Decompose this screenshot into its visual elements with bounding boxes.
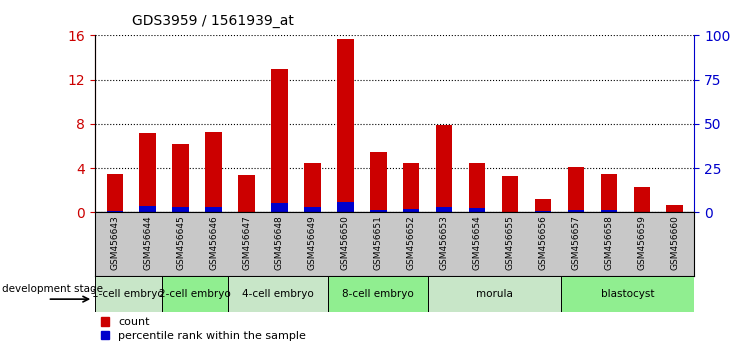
Bar xyxy=(436,125,452,212)
Text: GSM456643: GSM456643 xyxy=(110,216,119,270)
Bar xyxy=(667,205,683,212)
Text: 2-cell embryo: 2-cell embryo xyxy=(159,289,231,299)
Text: 8-cell embryo: 8-cell embryo xyxy=(342,289,414,299)
Text: GSM456656: GSM456656 xyxy=(539,216,548,270)
Bar xyxy=(403,162,420,212)
Bar xyxy=(140,133,156,212)
Bar xyxy=(428,276,561,312)
Bar xyxy=(107,211,123,212)
Text: GSM456652: GSM456652 xyxy=(406,216,416,270)
Bar xyxy=(271,69,288,212)
Text: GSM456647: GSM456647 xyxy=(242,216,251,270)
Bar xyxy=(561,276,694,312)
Bar xyxy=(568,210,584,212)
Text: GSM456657: GSM456657 xyxy=(572,216,580,270)
Text: GSM456660: GSM456660 xyxy=(670,216,679,270)
Bar xyxy=(162,276,228,312)
Bar xyxy=(370,210,387,212)
Text: GSM456649: GSM456649 xyxy=(308,216,317,270)
Bar xyxy=(601,174,617,212)
Text: GSM456655: GSM456655 xyxy=(506,216,515,270)
Legend: count, percentile rank within the sample: count, percentile rank within the sample xyxy=(101,317,306,341)
Bar xyxy=(205,207,221,212)
Bar xyxy=(370,152,387,212)
Bar xyxy=(271,202,288,212)
Bar xyxy=(95,276,162,312)
Text: GSM456645: GSM456645 xyxy=(176,216,185,270)
Bar xyxy=(173,207,189,212)
Text: GSM456648: GSM456648 xyxy=(275,216,284,270)
Bar xyxy=(205,132,221,212)
Text: GSM456651: GSM456651 xyxy=(374,216,383,270)
Text: GSM456654: GSM456654 xyxy=(472,216,482,270)
Bar xyxy=(403,209,420,212)
Bar xyxy=(337,202,354,212)
Bar xyxy=(304,162,321,212)
Text: GSM456644: GSM456644 xyxy=(143,216,152,270)
Text: GSM456653: GSM456653 xyxy=(439,216,449,270)
Text: blastocyst: blastocyst xyxy=(601,289,654,299)
Bar xyxy=(238,175,255,212)
Bar xyxy=(436,207,452,212)
Text: GSM456646: GSM456646 xyxy=(209,216,218,270)
Bar xyxy=(107,174,123,212)
Text: GSM456658: GSM456658 xyxy=(605,216,613,270)
Bar xyxy=(228,276,328,312)
Text: development stage: development stage xyxy=(2,284,103,293)
Bar xyxy=(601,210,617,212)
Bar xyxy=(501,176,518,212)
Bar xyxy=(469,162,485,212)
Bar xyxy=(568,167,584,212)
Text: GSM456650: GSM456650 xyxy=(341,216,350,270)
Bar xyxy=(534,199,551,212)
Bar xyxy=(140,206,156,212)
Text: 1-cell embryo: 1-cell embryo xyxy=(92,289,164,299)
Bar xyxy=(173,144,189,212)
Bar xyxy=(304,207,321,212)
Bar xyxy=(337,39,354,212)
Text: morula: morula xyxy=(476,289,513,299)
Bar xyxy=(534,211,551,212)
Text: GDS3959 / 1561939_at: GDS3959 / 1561939_at xyxy=(132,14,293,28)
Bar xyxy=(634,187,650,212)
Text: GSM456659: GSM456659 xyxy=(637,216,646,270)
Bar xyxy=(328,276,428,312)
Bar xyxy=(469,208,485,212)
Text: 4-cell embryo: 4-cell embryo xyxy=(242,289,314,299)
